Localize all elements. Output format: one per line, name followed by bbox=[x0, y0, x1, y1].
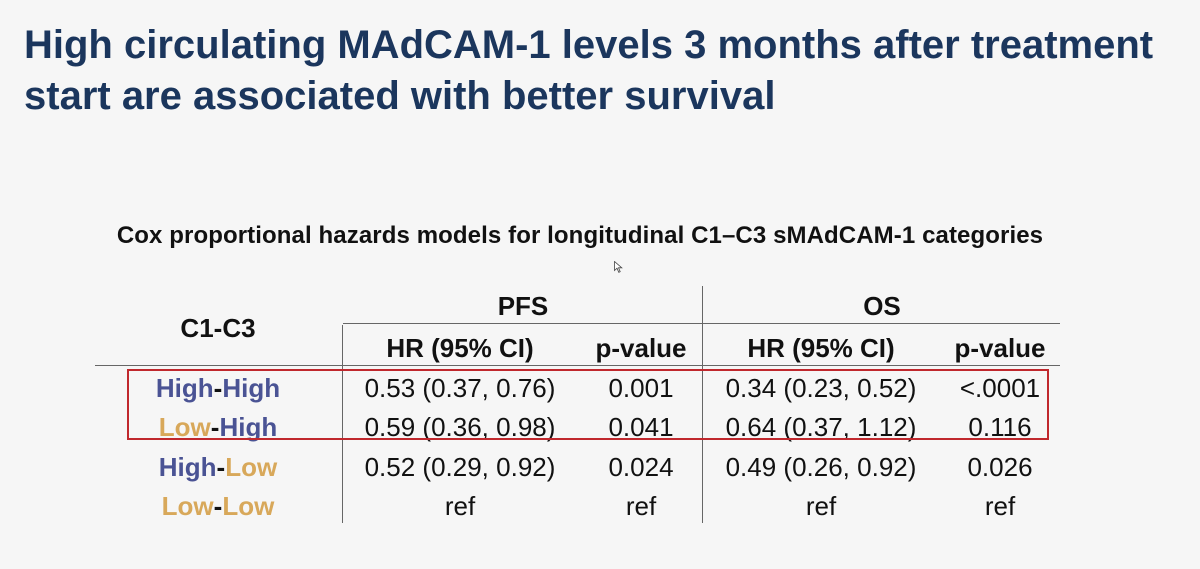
column-header-os-p: p-value bbox=[954, 333, 1046, 363]
os-p-cell: 0.116 bbox=[968, 412, 1032, 442]
row-label: Low-Low bbox=[162, 491, 275, 521]
os-hr-cell: 0.64 (0.37, 1.12) bbox=[725, 412, 917, 442]
label-separator: - bbox=[213, 373, 223, 403]
label-part: Low bbox=[158, 412, 211, 442]
label-separator: - bbox=[216, 452, 226, 482]
group-header-pfs: PFS bbox=[497, 291, 549, 321]
pfs-hr-cell: 0.59 (0.36, 0.98) bbox=[364, 412, 556, 442]
os-hr-cell: ref bbox=[805, 491, 837, 521]
row-label: Low-High bbox=[159, 412, 277, 442]
cursor-icon bbox=[614, 261, 623, 273]
label-part: High bbox=[222, 373, 281, 403]
pfs-p-cell: 0.041 bbox=[608, 412, 674, 442]
highlight-box bbox=[127, 369, 1049, 440]
pfs-hr-cell: ref bbox=[444, 491, 476, 521]
group-header-os: OS bbox=[863, 291, 901, 321]
label-separator: - bbox=[213, 491, 223, 521]
os-hr-cell: 0.49 (0.26, 0.92) bbox=[725, 452, 917, 482]
os-p-cell: ref bbox=[984, 491, 1016, 521]
table-divider-vertical bbox=[702, 286, 703, 523]
label-part: High bbox=[219, 412, 278, 442]
os-hr-cell: 0.34 (0.23, 0.52) bbox=[725, 373, 917, 403]
table-caption: Cox proportional hazards models for long… bbox=[116, 222, 1044, 249]
pfs-p-cell: 0.001 bbox=[608, 373, 674, 403]
os-p-cell: <.0001 bbox=[959, 373, 1041, 403]
column-header-os-hr: HR (95% CI) bbox=[747, 333, 895, 363]
label-part: High bbox=[155, 373, 214, 403]
column-header-rule bbox=[95, 365, 1060, 366]
row-label: High-High bbox=[156, 373, 280, 403]
column-header-pfs-hr: HR (95% CI) bbox=[386, 333, 534, 363]
os-p-cell: 0.026 bbox=[967, 452, 1033, 482]
label-part: Low bbox=[225, 452, 278, 482]
label-part: High bbox=[158, 452, 217, 482]
slide-title: High circulating MAdCAM-1 levels 3 month… bbox=[24, 23, 1154, 118]
row-header-label: C1-C3 bbox=[180, 313, 256, 343]
table-divider-vertical bbox=[342, 325, 343, 523]
label-separator: - bbox=[210, 412, 220, 442]
column-header-pfs-p: p-value bbox=[595, 333, 687, 363]
pfs-p-cell: ref bbox=[625, 491, 657, 521]
label-part: Low bbox=[222, 491, 275, 521]
group-header-rule bbox=[343, 323, 1060, 324]
label-part: Low bbox=[161, 491, 214, 521]
pfs-hr-cell: 0.52 (0.29, 0.92) bbox=[364, 452, 556, 482]
pfs-hr-cell: 0.53 (0.37, 0.76) bbox=[364, 373, 556, 403]
pfs-p-cell: 0.024 bbox=[608, 452, 674, 482]
row-label: High-Low bbox=[159, 452, 277, 482]
